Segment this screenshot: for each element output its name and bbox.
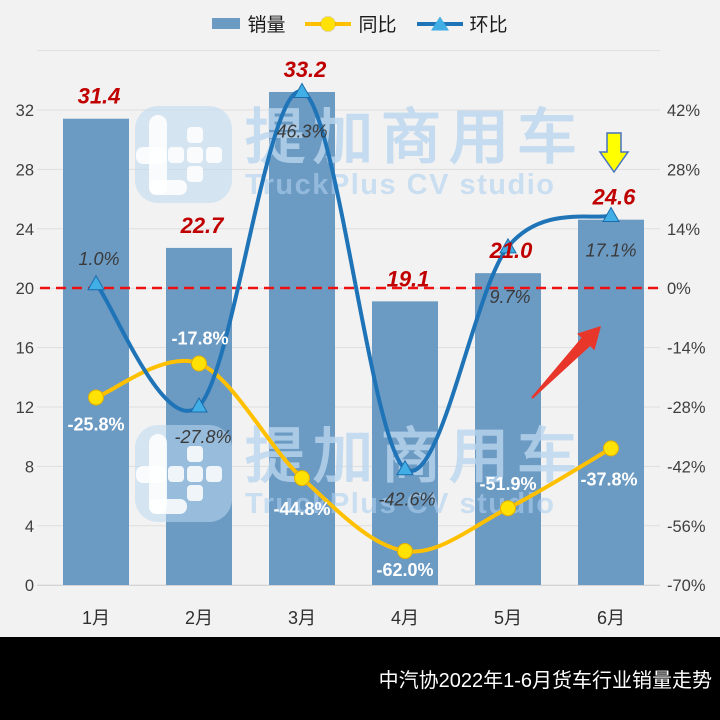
sales-bar [578, 219, 644, 585]
yoy-value-label: -62.0% [376, 560, 433, 580]
mom-value-label: -42.6% [378, 490, 435, 510]
legend-label: 销量 [247, 15, 286, 36]
sales-bar [166, 247, 232, 585]
left-axis-tick: 16 [16, 340, 34, 358]
mom-marker [190, 396, 208, 413]
month-label: 4月 [391, 608, 419, 628]
mom-value-label: 17.1% [585, 240, 636, 260]
bar-value-label: 24.6 [592, 185, 637, 210]
bar-value-label: 21.0 [489, 238, 534, 263]
month-label: 1月 [82, 608, 110, 628]
mom-marker [499, 237, 517, 254]
left-axis-tick: 28 [16, 161, 34, 179]
up-arrow-annotation [531, 326, 601, 399]
right-axis-tick: -42% [667, 458, 706, 476]
watermark: 提加商用车 TruckPlus CV studio [135, 425, 585, 522]
line-triangle-icon [416, 15, 463, 30]
yoy-marker [88, 389, 104, 406]
bar-swatch-icon [212, 18, 241, 29]
month-label: 5月 [494, 608, 522, 628]
bar-value-label: 19.1 [387, 266, 430, 291]
yoy-marker [294, 470, 310, 487]
legend-item-sales: 销量 [212, 10, 285, 37]
yoy-value-label: -51.9% [479, 474, 536, 494]
truckplus-logo-icon [135, 106, 232, 203]
bar-value-label: 31.4 [78, 84, 121, 109]
month-label: 3月 [288, 608, 316, 628]
right-axis-tick: -28% [667, 399, 706, 417]
footer-bar: 中汽协2022年1-6月货车行业销量走势 [0, 637, 720, 720]
left-axis-tick: 24 [16, 221, 34, 239]
left-axis-tick: 32 [16, 102, 34, 120]
mom-marker [293, 82, 311, 99]
yoy-marker [603, 440, 619, 457]
triangle-marker-icon [430, 15, 449, 30]
yoy-marker [500, 500, 516, 517]
yoy-marker [397, 543, 413, 560]
mom-value-label: 1.0% [78, 249, 119, 269]
legend-item-yoy: 同比 [305, 10, 397, 37]
legend-label: 同比 [358, 15, 397, 36]
chart-overlay-svg: 31.4 22.7 33.2 19.1 21.0 24.6 1.0% -27.8% 46.3% -… [67, 57, 637, 580]
right-axis-tick: 0% [667, 280, 691, 298]
chart-title: 中汽协2022年1-6月货车行业销量走势 [378, 670, 712, 692]
right-axis-tick: 42% [667, 102, 700, 120]
left-axis-tick: 8 [25, 458, 34, 476]
yoy-line [94, 358, 613, 554]
mom-value-label: 9.7% [489, 287, 530, 307]
watermark-cjk-text: 提加商用车 [245, 423, 585, 490]
circle-marker-icon [321, 16, 336, 31]
left-axis-tick: 0 [25, 577, 34, 595]
sales-bar [63, 118, 129, 586]
down-arrow-annotation [598, 132, 630, 174]
sales-bar [372, 301, 438, 585]
mom-value-label: -27.8% [174, 427, 231, 447]
yoy-value-label: -25.8% [67, 414, 124, 434]
mom-line [94, 89, 613, 473]
chart-base-svg: 32 28 24 20 16 12 8 4 0 42% 28% 14% 0% -14% -28% -42% -5… [16, 50, 706, 628]
right-axis-tick: -14% [667, 340, 706, 358]
legend-item-mom: 环比 [416, 10, 508, 37]
mom-marker [602, 206, 620, 222]
watermark-cjk-text: 提加商用车 [245, 104, 585, 171]
mom-marker [87, 274, 105, 291]
yoy-value-label: -17.8% [171, 329, 228, 349]
mom-value-label: 46.3% [276, 122, 327, 142]
watermark-latin-text: TruckPlus CV studio [245, 488, 556, 520]
yoy-value-label: -37.8% [580, 469, 637, 489]
left-axis-tick: 12 [16, 399, 34, 417]
sales-bar [269, 91, 335, 585]
left-axis-tick: 20 [16, 280, 34, 298]
line-circle-icon [305, 16, 352, 31]
watermark: 提加商用车 TruckPlus CV studio [135, 106, 585, 203]
legend: 销量 同比 环比 [0, 10, 720, 37]
left-axis-tick: 4 [25, 518, 34, 536]
month-label: 6月 [597, 608, 625, 628]
right-axis-tick: -70% [667, 577, 706, 595]
bar-value-label: 22.7 [180, 213, 226, 238]
right-axis-tick: 14% [667, 221, 700, 239]
mom-marker [396, 459, 414, 476]
legend-label: 环比 [469, 15, 508, 36]
yoy-marker [191, 355, 207, 372]
yoy-value-label: -44.8% [273, 499, 330, 519]
truckplus-logo-icon [135, 425, 232, 522]
watermark-latin-text: TruckPlus CV studio [245, 169, 556, 201]
bar-value-label: 33.2 [284, 57, 328, 82]
month-label: 2月 [185, 608, 213, 628]
right-axis-tick: 28% [667, 161, 700, 179]
sales-bar [475, 273, 541, 585]
right-axis-tick: -56% [667, 518, 706, 536]
